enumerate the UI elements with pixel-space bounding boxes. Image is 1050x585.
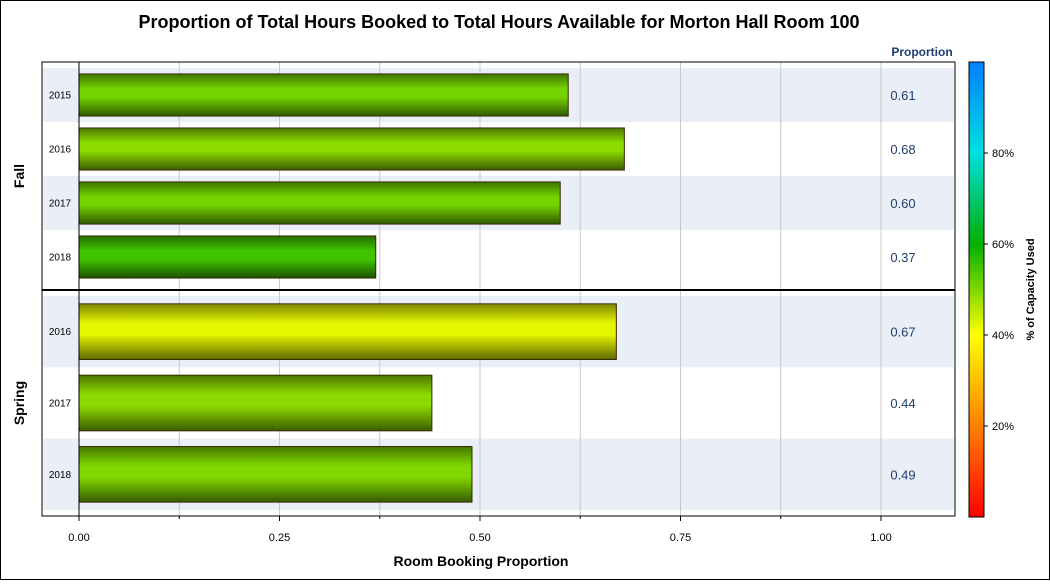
colorbar-label: % of Capacity Used xyxy=(1025,238,1037,340)
x-tick-label: 0.00 xyxy=(68,532,89,544)
colorbar-tick-label: 80% xyxy=(992,148,1014,160)
data-label: 0.60 xyxy=(890,196,915,211)
data-label: 0.44 xyxy=(890,396,915,411)
data-label: 0.67 xyxy=(890,325,915,340)
bar-fall-2017 xyxy=(78,181,561,225)
group-label-spring: Spring xyxy=(11,381,27,425)
data-label: 0.68 xyxy=(890,142,915,157)
y-tick-label: 2016 xyxy=(49,327,72,338)
colorbar-tick-label: 20% xyxy=(992,421,1014,433)
y-tick-label: 2018 xyxy=(49,253,72,264)
colorbar-tick-label: 60% xyxy=(992,239,1014,251)
data-label: 0.37 xyxy=(890,250,915,265)
bar-spring-2016 xyxy=(78,303,617,360)
bar-fall-2015 xyxy=(78,73,569,117)
bar-spring-2018 xyxy=(78,446,473,503)
y-tick-label: 2015 xyxy=(49,91,72,102)
y-tick-label: 2018 xyxy=(49,470,72,481)
y-tick-label: 2017 xyxy=(49,399,72,410)
x-tick-label: 0.25 xyxy=(269,532,290,544)
x-tick-label: 0.50 xyxy=(469,532,490,544)
chart-title: Proportion of Total Hours Booked to Tota… xyxy=(138,12,859,32)
data-label: 0.49 xyxy=(890,467,915,482)
x-tick-label: 1.00 xyxy=(870,532,891,544)
bar-fall-2018 xyxy=(78,235,377,279)
x-tick-label: 0.75 xyxy=(670,532,691,544)
bar-spring-2017 xyxy=(78,374,433,432)
data-label: 0.61 xyxy=(890,88,915,103)
colorbar-tick-label: 40% xyxy=(992,330,1014,342)
y-tick-label: 2017 xyxy=(49,199,72,210)
value-column-header: Proportion xyxy=(891,45,952,59)
x-axis-label: Room Booking Proportion xyxy=(394,553,569,569)
y-tick-label: 2016 xyxy=(49,145,72,156)
bar-fall-2016 xyxy=(78,127,625,171)
colorbar: 20% 40% 60% 80% % of Capacity Used xyxy=(968,61,1037,518)
group-label-fall: Fall xyxy=(11,164,27,188)
colorbar-gradient xyxy=(968,61,985,518)
plot-area: 2015 0.61 2016 0.68 2017 0.60 2018 0.37 2016 0.67… xyxy=(11,61,956,544)
